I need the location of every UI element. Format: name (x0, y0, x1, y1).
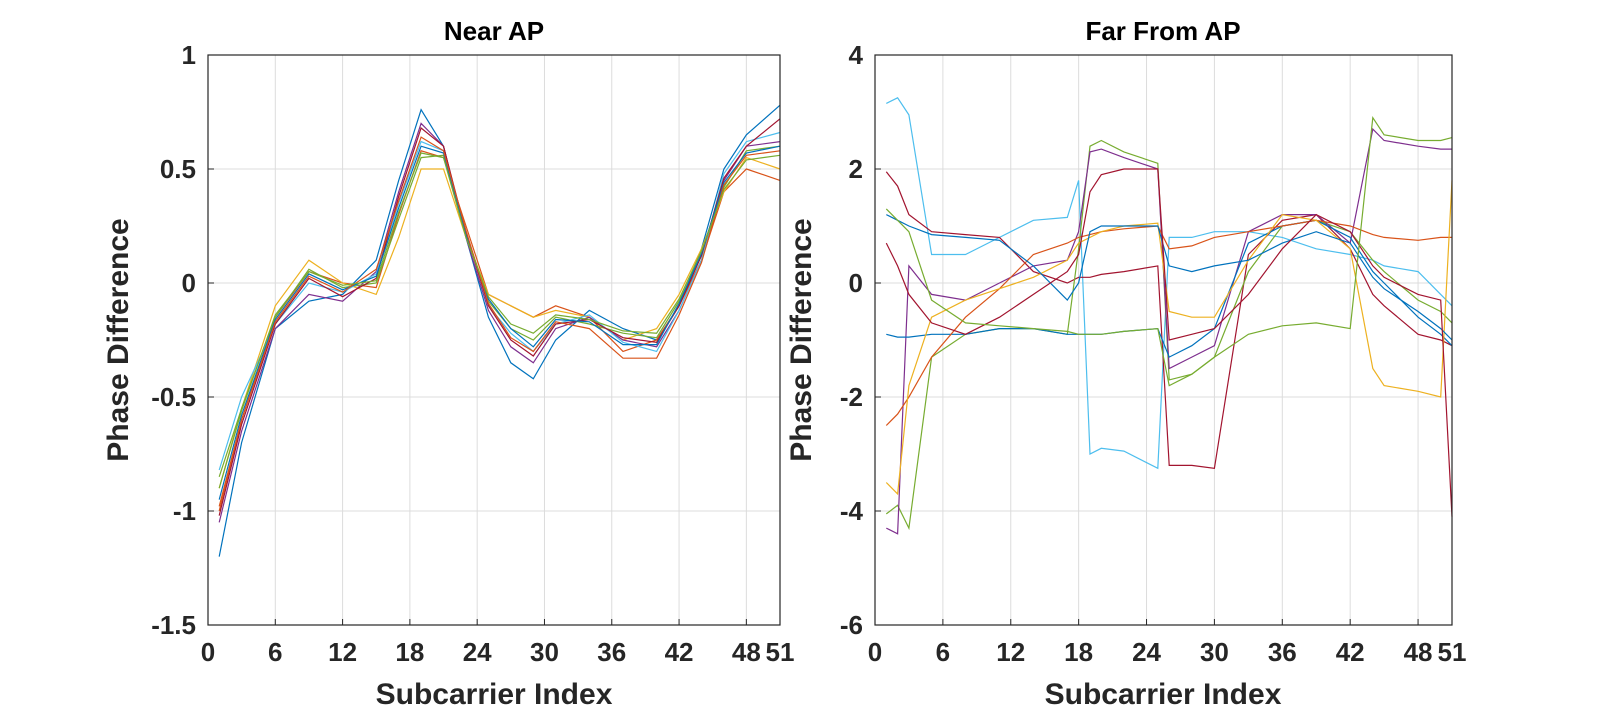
series-group (218, 104, 781, 557)
axes-frame (874, 54, 1453, 626)
y-tick-label: 4 (849, 40, 864, 70)
y-tick-label: 0 (849, 268, 863, 298)
series-group (885, 97, 1453, 535)
chart-near-ap: 0 6 12 18 24 30 36 42 48 51 -1.5 -1 -0.5 0 0.5 1 Near A… (102, 16, 794, 711)
x-tick-label: 6 (936, 637, 950, 667)
y-tick-label: 0 (182, 268, 196, 298)
y-tick-label: -2 (840, 382, 863, 412)
x-tick-label: 0 (868, 637, 882, 667)
series-line (885, 115, 1453, 387)
series-line (218, 156, 781, 489)
x-tick-label: 36 (1268, 637, 1297, 667)
y-tick-label: -6 (840, 610, 863, 640)
x-tick-label: 12 (996, 637, 1025, 667)
tick-group: 0 6 12 18 24 30 36 42 48 51 -1.5 -1 -0.5 0 0.5 1 (151, 40, 794, 667)
x-tick-label: 12 (328, 637, 357, 667)
plot-background (208, 55, 780, 625)
series-line (218, 145, 781, 500)
x-tick-label: 48 (732, 637, 761, 667)
series-line (885, 180, 1453, 496)
x-tick-label: 48 (1404, 637, 1433, 667)
x-tick-label: 30 (530, 637, 559, 667)
y-tick-label: 2 (849, 154, 863, 184)
grid (875, 55, 1452, 625)
y-tick-label: -4 (840, 496, 864, 526)
y-axis-label: Phase Difference (785, 218, 818, 461)
y-tick-label: -0.5 (151, 382, 196, 412)
x-tick-label: 42 (1336, 637, 1365, 667)
plot-background (875, 55, 1452, 625)
x-tick-label: 51 (1438, 637, 1467, 667)
y-tick-label: -1 (173, 496, 196, 526)
x-tick-label: 0 (201, 637, 215, 667)
x-tick-label: 51 (766, 637, 795, 667)
x-tick-label: 18 (395, 637, 424, 667)
x-tick-label: 18 (1064, 637, 1093, 667)
series-line (885, 168, 1453, 517)
x-axis-label: Subcarrier Index (376, 678, 613, 711)
series-line (218, 152, 781, 489)
x-tick-label: 36 (597, 637, 626, 667)
x-tick-label: 6 (268, 637, 282, 667)
series-line (218, 136, 781, 507)
y-tick-label: 1 (182, 40, 196, 70)
series-line (886, 214, 1453, 341)
x-axis-label: Subcarrier Index (1045, 678, 1282, 711)
x-tick-label: 30 (1200, 637, 1229, 667)
x-tick-label: 42 (665, 637, 694, 667)
axes-frame (207, 54, 781, 626)
y-axis-label: Phase Difference (102, 218, 135, 461)
y-tick-label: -1.5 (151, 610, 196, 640)
series-line (885, 171, 1453, 469)
chart-title: Near AP (444, 16, 544, 46)
series-line (218, 118, 781, 516)
x-tick-label: 24 (463, 637, 492, 667)
y-tick-label: 0.5 (160, 154, 196, 184)
chart-title: Far From AP (1085, 16, 1240, 46)
x-tick-label: 24 (1132, 637, 1161, 667)
